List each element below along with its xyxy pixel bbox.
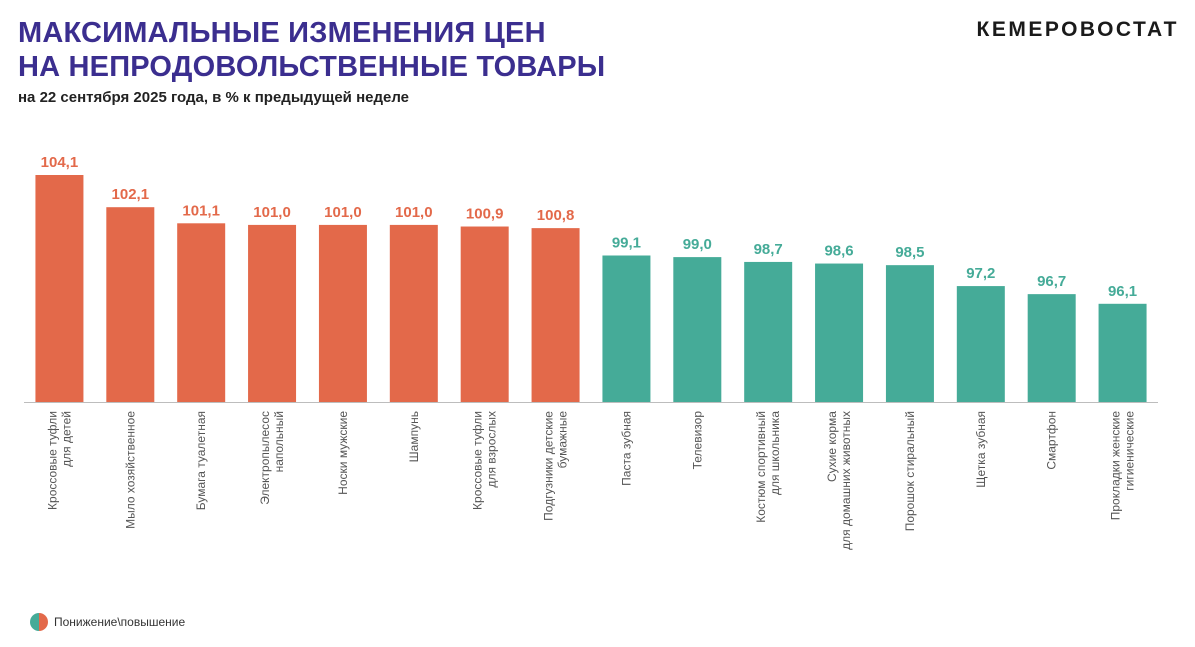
category-label-line: Костюм спортивный <box>754 411 768 523</box>
category-label: Кроссовые туфли для взрослых <box>471 411 499 510</box>
bar <box>602 255 651 402</box>
data-label: 99,0 <box>683 236 712 253</box>
category-label: Прокладки женские гигиенические <box>1109 411 1137 521</box>
category-label-line: Прокладки женские <box>1109 411 1123 521</box>
category-label: Телевизор <box>690 411 704 470</box>
legend-dot-icon <box>30 613 48 631</box>
category-label-line: Кроссовые туфли <box>471 411 485 510</box>
title-line-2: НА НЕПРОДОВОЛЬСТВЕННЫЕ ТОВАРЫ <box>18 51 606 83</box>
category-label: Смартфон <box>1045 411 1059 470</box>
bar <box>248 224 297 402</box>
category-label: Мыло хозяйственное <box>123 411 137 529</box>
category-label: Бумага туалетная <box>194 411 208 510</box>
category-label-line: Электропылесос <box>258 411 272 505</box>
category-label: Носки мужские <box>336 411 350 495</box>
bar <box>956 286 1005 402</box>
data-label: 99,1 <box>612 234 641 251</box>
category-label-line: для домашних животных <box>839 411 853 550</box>
category-label-line: Паста зубная <box>619 411 633 486</box>
data-label: 96,1 <box>1108 283 1137 300</box>
category-label-line: Носки мужские <box>336 411 350 495</box>
category-label-line: Шампунь <box>407 411 421 462</box>
bar <box>1027 294 1076 402</box>
data-label: 101,0 <box>395 204 433 221</box>
legend: Понижение\повышение <box>30 613 185 631</box>
category-label: Порошок стиральный <box>903 411 917 531</box>
bar <box>106 207 155 402</box>
category-label: Костюм спортивный для школьника <box>754 411 782 523</box>
data-label: 98,7 <box>754 241 783 258</box>
category-label-line: гигиенические <box>1123 411 1137 491</box>
bar <box>1098 303 1147 402</box>
bar <box>815 263 864 402</box>
data-label: 96,7 <box>1037 273 1066 290</box>
brand-logo: КЕМЕРОВОСТАТ <box>976 18 1179 41</box>
category-label-line: Порошок стиральный <box>903 411 917 531</box>
data-label: 98,6 <box>824 243 853 260</box>
data-label: 101,0 <box>253 204 291 221</box>
bar <box>531 228 580 402</box>
category-label: Электропылесос напольный <box>258 411 286 505</box>
category-label: Шампунь <box>407 411 421 462</box>
bar <box>35 175 84 402</box>
chart-title: МАКСИМАЛЬНЫЕ ИЗМЕНЕНИЯ ЦЕН НА НЕПРОДОВОЛ… <box>18 16 605 84</box>
category-label: Подгузники детские бумажные <box>542 411 570 521</box>
category-label-line: бумажные <box>556 411 570 469</box>
legend-label: Понижение\повышение <box>54 615 186 629</box>
chart-subtitle: на 22 сентября 2025 года, в % к предыдущ… <box>18 89 410 106</box>
data-label: 104,1 <box>41 154 79 171</box>
bar <box>460 226 509 402</box>
data-label: 101,0 <box>324 204 362 221</box>
bar <box>673 257 722 402</box>
category-label-line: Мыло хозяйственное <box>123 411 137 529</box>
bar <box>885 265 934 402</box>
category-label-line: напольный <box>272 411 286 472</box>
data-label: 97,2 <box>966 265 995 282</box>
data-label: 101,1 <box>182 202 220 219</box>
category-label-line: Бумага туалетная <box>194 411 208 510</box>
category-label-line: Сухие корма <box>825 411 839 482</box>
category-label: Паста зубная <box>619 411 633 486</box>
data-label: 100,9 <box>466 206 504 223</box>
category-label-line: Подгузники детские <box>542 411 556 521</box>
data-label: 100,8 <box>537 207 575 224</box>
category-label-line: Смартфон <box>1045 411 1059 470</box>
category-label-line: для школьника <box>768 411 782 495</box>
bar <box>389 224 438 402</box>
bar <box>744 261 793 402</box>
category-label-line: Телевизор <box>690 411 704 470</box>
category-label-line: Щетка зубная <box>974 411 988 488</box>
category-label: Кроссовые туфли для детей <box>45 411 73 510</box>
bar <box>318 224 367 402</box>
category-label-line: для взрослых <box>485 411 499 488</box>
data-label: 98,5 <box>895 244 924 261</box>
category-label-line: Кроссовые туфли <box>45 411 59 510</box>
bar <box>177 223 226 402</box>
title-line-1: МАКСИМАЛЬНЫЕ ИЗМЕНЕНИЯ ЦЕН <box>18 17 546 49</box>
category-label: Сухие корма для домашних животных <box>825 411 853 550</box>
category-label: Щетка зубная <box>974 411 988 488</box>
data-label: 102,1 <box>112 186 150 203</box>
category-label-line: для детей <box>59 411 73 467</box>
